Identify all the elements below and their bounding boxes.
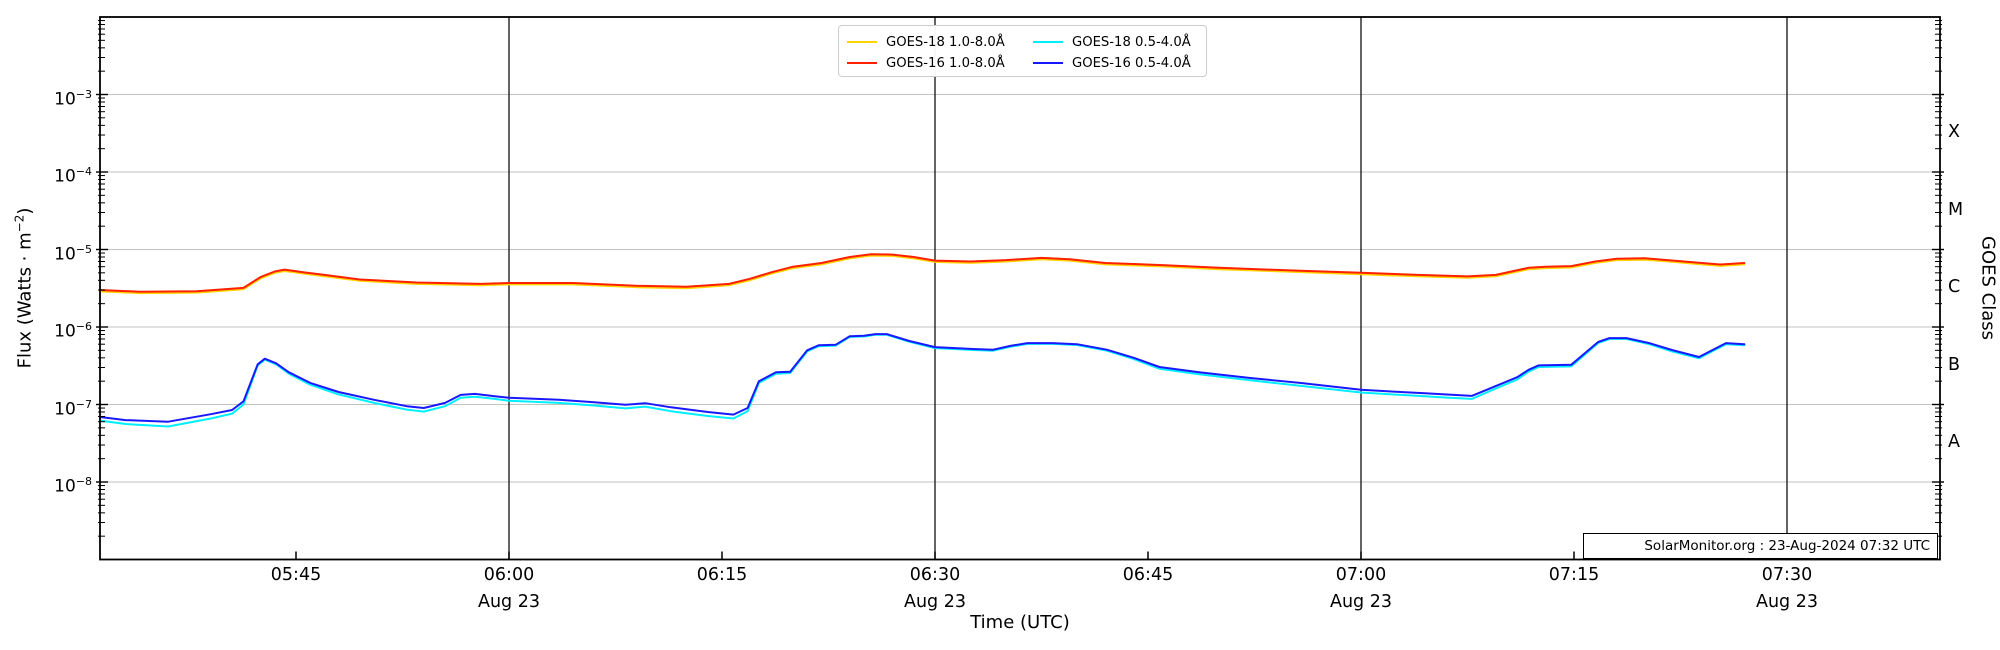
goes-class-letter: X — [1948, 122, 1960, 143]
y-axis-label-post: ) — [14, 207, 36, 215]
y-tick-label: 10−4 — [54, 165, 92, 187]
y-tick-label: 10−5 — [54, 242, 92, 265]
legend-label: GOES-16 1.0-8.0Å — [886, 55, 1005, 71]
legend-swatch-line — [1033, 62, 1063, 64]
legend-swatch-line — [1033, 41, 1063, 43]
x-date-label: Aug 23 — [1755, 592, 1819, 612]
x-date-label: Aug 23 — [903, 592, 967, 612]
legend-box: GOES-18 1.0-8.0Å GOES-16 1.0-8.0Å GOES-18 … — [838, 25, 1207, 77]
axes-spines — [99, 16, 1941, 561]
series-line-goes-16-0-5-4-0- — [99, 333, 1746, 423]
legend-label: GOES-18 0.5-4.0Å — [1072, 34, 1191, 50]
watermark-text: SolarMonitor.org : 23-Aug-2024 07:32 UTC — [1644, 538, 1930, 554]
y-tick-label: 10−7 — [54, 397, 92, 420]
legend-label: GOES-18 1.0-8.0Å — [886, 34, 1005, 50]
series-line-goes-18-0-5-4-0- — [99, 333, 1746, 428]
legend-item: GOES-18 0.5-4.0Å — [1033, 33, 1191, 51]
legend-item: GOES-16 1.0-8.0Å — [847, 54, 1005, 72]
x-tick-label: 06:15 — [696, 565, 748, 585]
y-tick-label: 10−6 — [54, 320, 92, 342]
y-axis-label-sup: −2 — [12, 214, 27, 233]
goes-class-letter: C — [1948, 277, 1961, 298]
x-tick-label: 05:45 — [270, 565, 322, 585]
legend-swatch-line — [847, 41, 877, 43]
x-tick-label: 07:00 — [1335, 565, 1387, 585]
x-tick-label: 06:00 — [483, 565, 535, 585]
x-tick-label: 06:30 — [909, 565, 961, 585]
x-date-label: Aug 23 — [477, 592, 541, 612]
x-tick-label: 07:15 — [1548, 565, 1600, 585]
y-axis-label: Flux (Watts · m−2) — [13, 208, 36, 369]
goes-class-letter: A — [1948, 432, 1960, 453]
y-tick-label: 10−3 — [54, 87, 92, 110]
goes-class-letter: M — [1948, 199, 1964, 220]
y-tick-label: 10−8 — [54, 475, 92, 497]
series-line-goes-16-1-0-8-0- — [99, 253, 1746, 293]
legend-swatch-line — [847, 62, 877, 64]
legend-label: GOES-16 0.5-4.0Å — [1072, 55, 1191, 71]
x-tick-label: 06:45 — [1122, 565, 1174, 585]
watermark-box: SolarMonitor.org : 23-Aug-2024 07:32 UTC — [1583, 533, 1938, 559]
right-axis-label: GOES Class — [1977, 236, 1999, 340]
series-line-goes-18-1-0-8-0- — [99, 254, 1746, 295]
legend-item: GOES-18 1.0-8.0Å — [847, 33, 1005, 51]
x-axis-label: Time (UTC) — [970, 612, 1070, 633]
goes-class-letter: B — [1948, 354, 1961, 375]
x-date-label: Aug 23 — [1329, 592, 1393, 612]
x-tick-label: 07:30 — [1761, 565, 1813, 585]
legend-item: GOES-16 0.5-4.0Å — [1033, 54, 1191, 72]
